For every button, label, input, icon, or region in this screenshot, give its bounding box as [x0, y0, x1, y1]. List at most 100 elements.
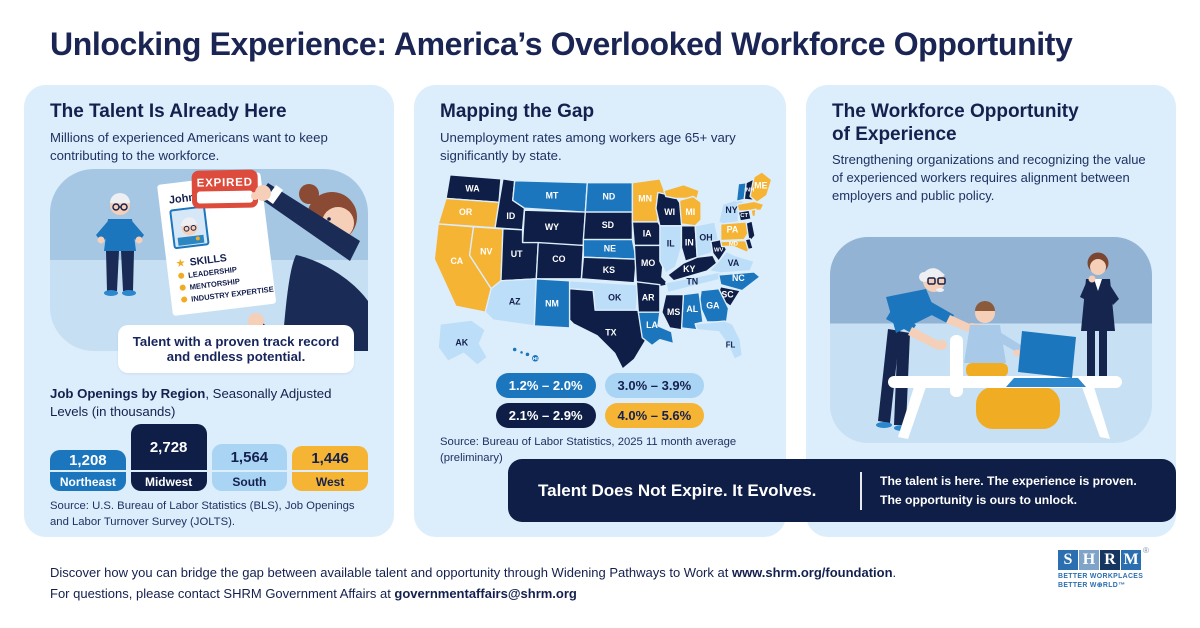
bar-value: 1,446 — [292, 446, 368, 470]
state-label: GA — [706, 300, 720, 310]
mentoring-illustration-svg — [830, 237, 1152, 443]
state-label: MN — [638, 193, 652, 203]
foundation-link[interactable]: www.shrm.org/foundation — [731, 565, 893, 580]
footer-line1-period: . — [892, 565, 897, 580]
bar-chart-title-bold: Job Openings by Region — [50, 386, 206, 401]
resume-illustration: John ★ SKILLS LEADERSHIP MENTORSHIP INDU — [50, 169, 368, 351]
shrm-tagline-line2: BETTER W⊕RLD™ — [1058, 581, 1126, 589]
state-label: UT — [511, 249, 523, 259]
us-choropleth-map: WA OR CA NV ID MT WY UT CO AZ NM ND SD N… — [433, 171, 773, 370]
map-heading: Mapping the Gap — [440, 101, 595, 122]
map-source-note: Source: Bureau of Labor Statistics, 2025… — [440, 436, 737, 464]
banner-divider — [860, 471, 862, 510]
expired-stamp-text: EXPIRED — [197, 177, 253, 190]
logo-letter: S — [1058, 550, 1078, 570]
laptop — [1006, 331, 1086, 387]
state-label: TX — [605, 328, 616, 338]
map-state — [718, 271, 761, 292]
shrm-tagline: BETTER WORKPLACES BETTER W⊕RLD™ — [1058, 573, 1144, 591]
map-state — [694, 320, 743, 360]
map-state — [568, 287, 647, 370]
footer-text: Discover how you can bridge the gap betw… — [50, 562, 896, 604]
shrm-tagline-line1: BETTER WORKPLACES — [1058, 573, 1144, 580]
state-label: AZ — [509, 296, 521, 306]
state-label: HI — [533, 356, 539, 362]
state-label: WV — [714, 247, 724, 253]
map-state — [750, 208, 757, 218]
state-label: PA — [727, 225, 739, 235]
bar-chart-title: Job Openings by Region, Seasonally Adjus… — [50, 385, 364, 421]
map-state — [659, 225, 683, 274]
banner-subtext: The talent is here. The experience is pr… — [880, 472, 1137, 509]
map-state — [524, 351, 531, 358]
state-label: AR — [642, 292, 655, 302]
state-label: SC — [721, 289, 734, 299]
legend-pill: 2.1% – 2.9% — [495, 403, 596, 428]
chair-seat — [976, 387, 1060, 429]
page-title: Unlocking Experience: America’s Overlook… — [50, 26, 1073, 62]
map-legend: 1.2% – 2.0% 3.0% – 3.9% 2.1% – 2.9% 4.0% – … — [414, 373, 786, 433]
state-label: VA — [728, 258, 740, 268]
mentor-figure — [876, 268, 983, 431]
state-label: TN — [686, 277, 698, 287]
state-label: KS — [603, 265, 615, 275]
bar-value: 1,208 — [50, 450, 126, 470]
older-man-figure — [96, 193, 144, 296]
bls-source-note: Source: U.S. Bureau of Labor Statistics … — [50, 500, 355, 528]
map-state — [708, 250, 755, 274]
state-label: AK — [455, 338, 468, 348]
map-state — [533, 278, 571, 329]
skills-title: SKILLS — [189, 252, 228, 268]
bar-northeast: 1,208 Northeast — [50, 450, 126, 491]
map-state — [518, 349, 525, 356]
logo-letter: R — [1100, 550, 1120, 570]
map-subheading: Unemployment rates among workers age 65+… — [440, 130, 736, 164]
banner-subtext-line1: The talent is here. The experience is pr… — [880, 474, 1137, 489]
talent-subheading: Millions of experienced Americans want t… — [50, 130, 328, 164]
state-label: WY — [545, 222, 559, 232]
resume-name: John — [168, 191, 196, 206]
state-label: OK — [608, 292, 622, 302]
tagline-banner: Talent Does Not Expire. It Evolves. The … — [508, 459, 1176, 522]
logo-letter: H — [1079, 550, 1099, 570]
map-state — [512, 180, 588, 213]
state-label: ND — [602, 191, 615, 201]
state-label: OH — [699, 233, 712, 243]
bar-label: West — [292, 472, 368, 491]
map-state — [511, 346, 518, 353]
map-state — [661, 293, 685, 331]
map-state — [637, 311, 675, 347]
state-label: OR — [459, 207, 473, 217]
email-link[interactable]: governmentaffairs@shrm.org — [394, 586, 577, 601]
state-label: WI — [664, 207, 675, 217]
state-label: CA — [450, 256, 463, 266]
banner-subtext-line2: The opportunity is ours to unlock. — [880, 492, 1078, 507]
state-label: NV — [480, 246, 492, 256]
state-label: NM — [545, 298, 559, 308]
opportunity-subheading: Strengthening organizations and recogniz… — [832, 152, 1146, 204]
opportunity-heading: The Workforce Opportunity of Experience — [832, 101, 1079, 147]
state-label: MT — [546, 190, 559, 200]
map-state — [745, 220, 756, 244]
state-label: MS — [667, 307, 680, 317]
state-label: MO — [641, 258, 655, 268]
expired-stamp: EXPIRED — [191, 169, 259, 209]
state-label: SD — [602, 220, 614, 230]
state-label: IA — [643, 229, 652, 239]
state-label: IL — [667, 238, 675, 248]
state-label: WA — [465, 184, 480, 194]
map-state — [437, 319, 488, 366]
state-label: CO — [552, 254, 565, 264]
bar-value: 2,728 — [130, 424, 207, 470]
bar-label: South — [211, 472, 288, 491]
bar-value: 1,564 — [211, 444, 288, 470]
star-icon: ★ — [175, 257, 186, 270]
state-label: LA — [646, 320, 658, 330]
footer-line1: Discover how you can bridge the gap betw… — [50, 565, 732, 580]
bar-midwest: 2,728 Midwest — [130, 424, 207, 491]
map-state — [737, 209, 752, 222]
map-state — [530, 353, 540, 363]
